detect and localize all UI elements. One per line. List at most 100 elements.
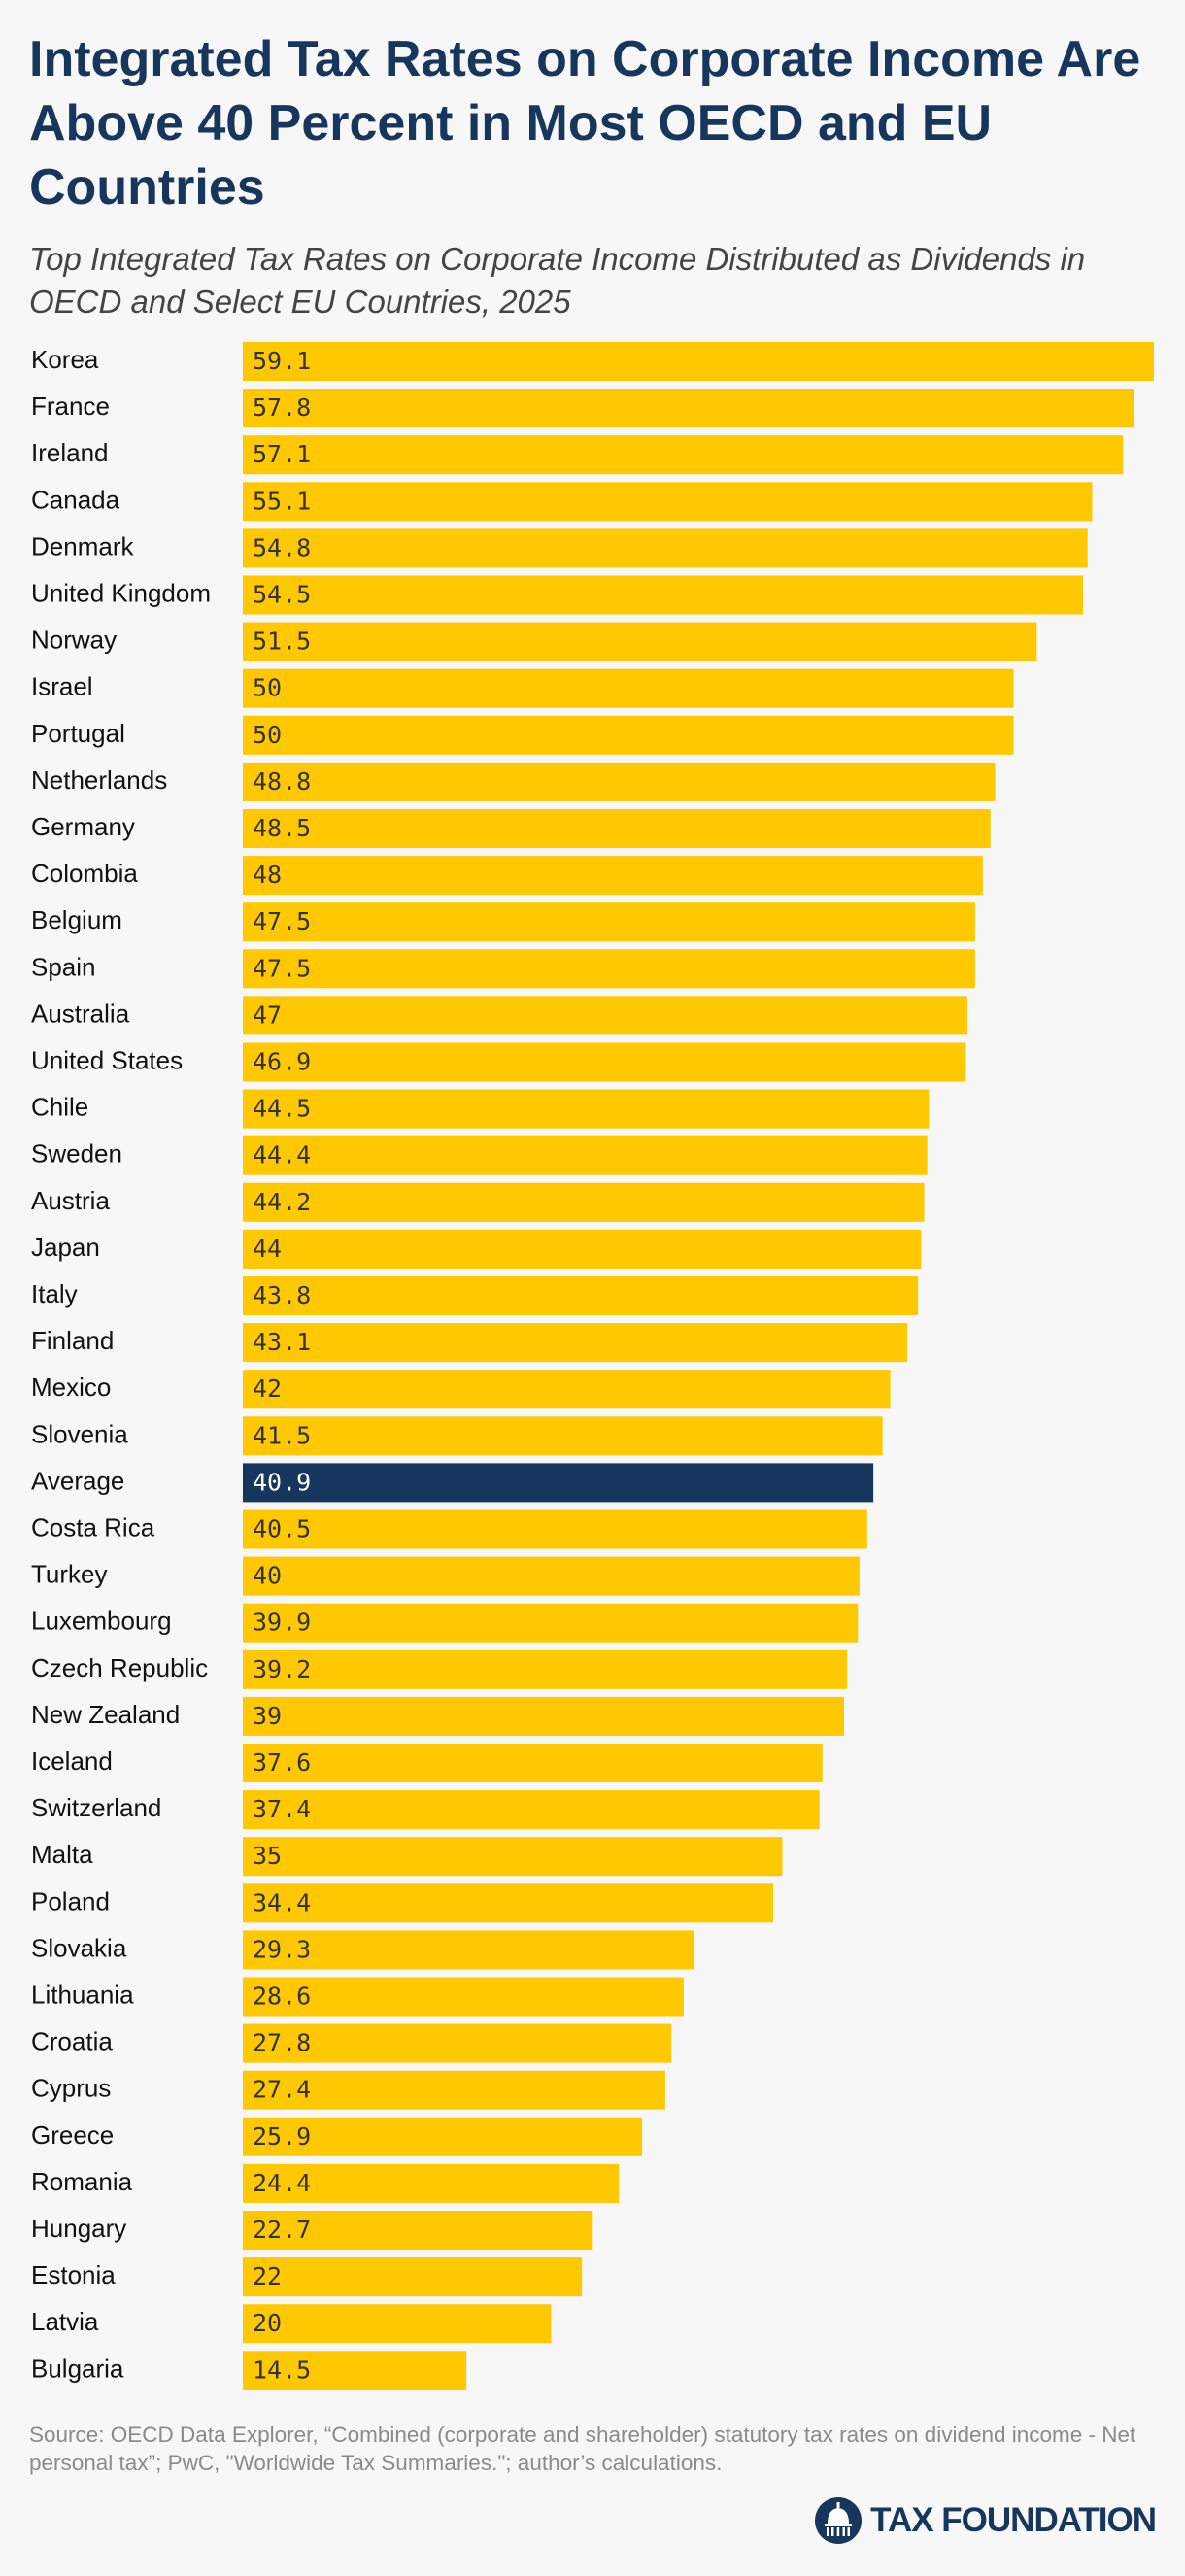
data-label: 20 <box>253 2309 282 2337</box>
bar-row-finland: Finland 43.1 <box>31 1323 908 1363</box>
bar <box>243 1603 859 1643</box>
capitol-dome-icon <box>815 2497 863 2544</box>
category-label: Mexico <box>31 1373 111 1402</box>
bar-row-united-states: United States 46.9 <box>31 1042 966 1082</box>
data-label: 35 <box>253 1842 282 1870</box>
bar <box>243 2351 467 2390</box>
bar-row-switzerland: Switzerland 37.4 <box>31 1790 820 1830</box>
category-label: France <box>31 391 110 421</box>
data-label: 44.4 <box>253 1141 311 1169</box>
data-label: 50 <box>253 721 282 749</box>
category-label: Denmark <box>31 531 134 560</box>
bar-row-netherlands: Netherlands 48.8 <box>31 762 996 801</box>
category-label: Norway <box>31 626 117 655</box>
category-label: Netherlands <box>31 765 167 795</box>
bar-row-spain: Spain 47.5 <box>31 949 975 989</box>
bar-row-romania: Romania 24.4 <box>31 2163 620 2203</box>
data-label: 59.1 <box>253 347 311 375</box>
bar-row-cyprus: Cyprus 27.4 <box>31 2070 665 2110</box>
bar-row-austria: Austria 44.2 <box>31 1182 925 1222</box>
bar <box>243 762 996 801</box>
bar-row-estonia: Estonia 22 <box>31 2257 583 2297</box>
data-label: 48 <box>253 861 282 889</box>
data-label: 44.5 <box>253 1095 311 1123</box>
bar <box>243 2257 583 2297</box>
category-label: Canada <box>31 485 120 514</box>
bar-row-iceland: Iceland 37.6 <box>31 1744 823 1782</box>
data-label: 47.5 <box>253 954 311 982</box>
data-label: 43.1 <box>253 1328 311 1356</box>
bar <box>243 1042 966 1082</box>
data-label: 40.9 <box>253 1468 311 1496</box>
bar <box>243 389 1134 428</box>
bar-row-israel: Israel 50 <box>31 668 1014 708</box>
category-label: Cyprus <box>31 2074 111 2103</box>
bar <box>243 1323 908 1363</box>
bar-row-italy: Italy 43.8 <box>31 1276 919 1315</box>
category-label: Costa Rica <box>31 1513 155 1542</box>
data-label: 54.8 <box>253 533 311 561</box>
bar-row-costa-rica: Costa Rica 40.5 <box>31 1509 867 1549</box>
category-label: United Kingdom <box>31 579 211 608</box>
category-label: Israel <box>31 672 93 701</box>
data-label: 55.1 <box>253 487 311 515</box>
category-label: New Zealand <box>31 1700 180 1729</box>
bar <box>243 2117 643 2156</box>
bar-row-france: France 57.8 <box>31 389 1134 428</box>
bar-chart: Korea 59.1 France 57.8 Ireland 57.1 Canada 55.1… <box>31 342 1154 2390</box>
bar-row-united-kingdom: United Kingdom 54.5 <box>31 575 1083 615</box>
bar-row-korea: Korea 59.1 <box>31 342 1154 381</box>
data-label: 46.9 <box>253 1048 311 1076</box>
data-label: 29.3 <box>253 1935 311 1963</box>
data-label: 24.4 <box>253 2169 311 2197</box>
bar-row-denmark: Denmark 54.8 <box>31 528 1088 568</box>
bar <box>243 1135 928 1175</box>
category-label: Portugal <box>31 719 125 748</box>
bar-row-bulgaria: Bulgaria 14.5 <box>31 2351 467 2390</box>
category-label: Chile <box>31 1093 88 1122</box>
bar <box>243 1744 823 1782</box>
bar-row-mexico: Mexico 42 <box>31 1370 891 1409</box>
category-label: Sweden <box>31 1139 122 1169</box>
data-label: 14.5 <box>253 2356 311 2384</box>
bar <box>243 856 983 896</box>
bar <box>243 1229 922 1269</box>
category-label: Slovenia <box>31 1419 128 1448</box>
bar <box>243 1556 860 1596</box>
bar-row-average: Average 40.9 <box>31 1463 874 1503</box>
chart-subtitle: Top Integrated Tax Rates on Corporate In… <box>29 241 1086 320</box>
category-label: Romania <box>31 2167 133 2196</box>
bar-row-luxembourg: Luxembourg 39.9 <box>31 1603 859 1643</box>
bar-row-ireland: Ireland 57.1 <box>31 435 1124 475</box>
bar-row-slovenia: Slovenia 41.5 <box>31 1416 883 1456</box>
category-label: Czech Republic <box>31 1653 208 1682</box>
bar <box>243 809 991 848</box>
category-label: Ireland <box>31 438 109 467</box>
bar-row-lithuania: Lithuania 28.6 <box>31 1977 684 2017</box>
data-label: 44.2 <box>253 1188 311 1216</box>
data-label: 28.6 <box>253 1983 311 2011</box>
category-label: Colombia <box>31 859 138 888</box>
category-label: Germany <box>31 812 135 841</box>
bar-row-malta: Malta 35 <box>31 1837 783 1877</box>
data-label: 22 <box>253 2262 282 2290</box>
data-label: 37.4 <box>253 1795 311 1823</box>
bar-row-czech-republic: Czech Republic 39.2 <box>31 1649 848 1689</box>
data-label: 41.5 <box>253 1421 311 1449</box>
data-label: 39 <box>253 1702 282 1730</box>
bar-row-turkey: Turkey 40 <box>31 1556 860 1596</box>
data-label: 37.6 <box>253 1748 311 1777</box>
bar <box>243 949 975 989</box>
data-label: 50 <box>253 674 282 702</box>
data-label: 43.8 <box>253 1281 311 1309</box>
bar-highlight <box>243 1463 874 1503</box>
category-label: Lithuania <box>31 1981 134 2010</box>
data-label: 54.5 <box>253 581 311 609</box>
bar-row-slovakia: Slovakia 29.3 <box>31 1930 695 1970</box>
category-label: Spain <box>31 952 96 981</box>
category-label: Australia <box>31 999 130 1028</box>
bar <box>243 996 967 1035</box>
category-label: Hungary <box>31 2214 126 2243</box>
data-label: 40 <box>253 1562 282 1590</box>
category-label: United States <box>31 1046 183 1075</box>
